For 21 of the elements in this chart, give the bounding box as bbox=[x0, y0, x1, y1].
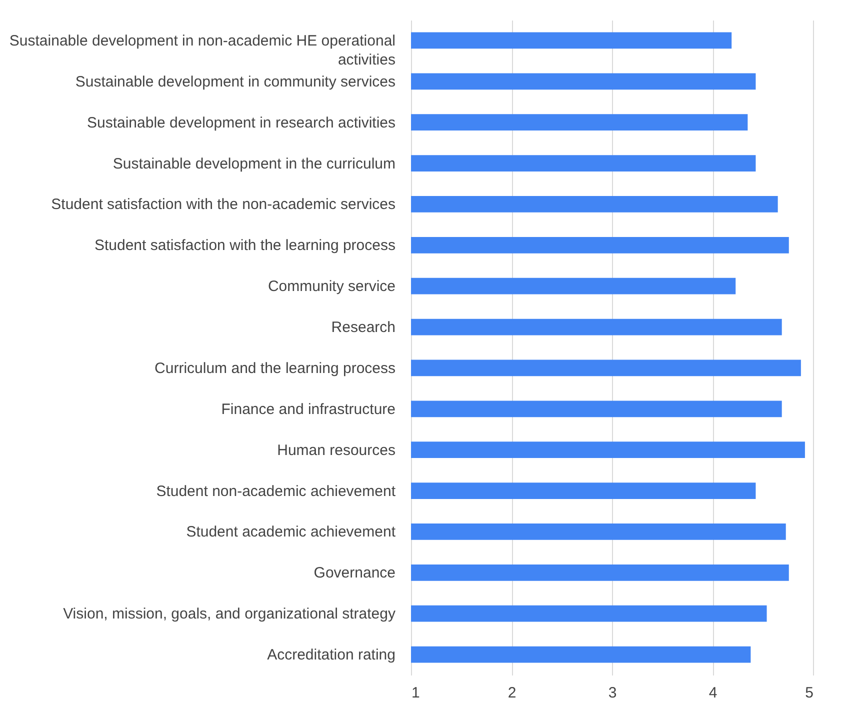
y-tick-label: Research bbox=[331, 319, 396, 336]
x-tick-label: 4 bbox=[708, 684, 718, 702]
y-tick-label: Human resources bbox=[277, 442, 396, 459]
y-tick-label: Sustainable development in non-academic HE operational activities bbox=[9, 32, 396, 68]
y-tick-label: Sustainable development in the curriculum bbox=[112, 155, 396, 172]
y-tick-label: Student satisfaction with the learning process bbox=[94, 237, 396, 254]
x-tick-label: 2 bbox=[508, 684, 516, 702]
y-tick-label: Accreditation rating bbox=[267, 646, 396, 664]
y-tick-label: Sustainable development in community services bbox=[75, 73, 396, 90]
y-tick-label: Student non-academic achievement bbox=[156, 482, 396, 500]
y-tick-label: Finance and infrastructure bbox=[221, 400, 396, 418]
x-tick-label: 3 bbox=[608, 684, 617, 702]
x-tick-label: 5 bbox=[805, 684, 814, 702]
y-tick-label: Vision, mission, goals, and organizational strategy bbox=[63, 606, 396, 623]
y-tick-label: Governance bbox=[314, 564, 396, 582]
y-tick-label: Sustainable development in research activities bbox=[86, 114, 396, 132]
y-tick-label: Student academic achievement bbox=[186, 524, 396, 541]
x-tick-label: 1 bbox=[412, 684, 420, 702]
y-tick-label: Community service bbox=[268, 278, 396, 296]
y-tick-label: Student satisfaction with the non-academic services bbox=[51, 196, 396, 214]
y-tick-label: Curriculum and the learning process bbox=[154, 360, 396, 377]
